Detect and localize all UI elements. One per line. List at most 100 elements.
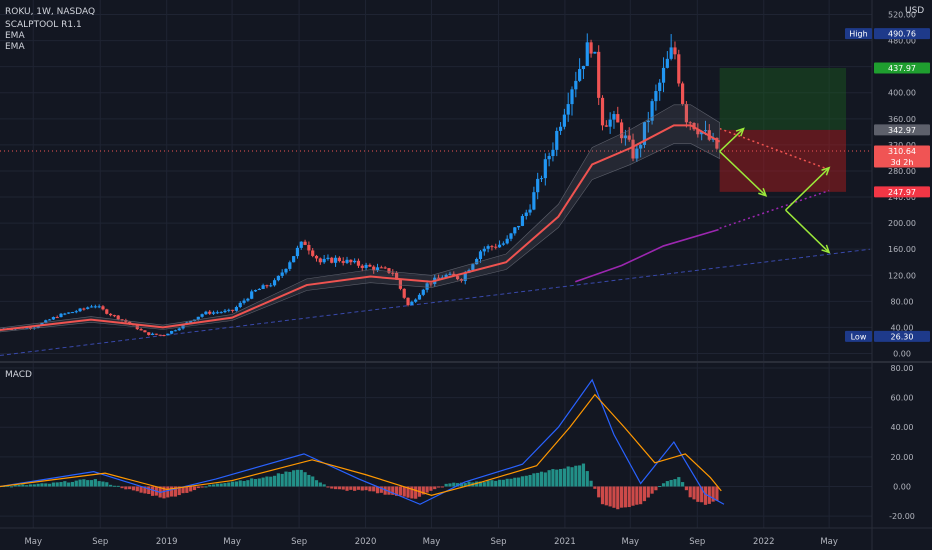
candle-body (246, 298, 250, 301)
time-tick-label: 2022 (753, 537, 775, 547)
macd-histogram-bar (650, 486, 654, 494)
macd-histogram-bar (246, 480, 250, 487)
macd-line (0, 378, 725, 505)
candle-body (665, 58, 669, 68)
macd-histogram-bar (330, 486, 334, 489)
macd-histogram-bar (436, 486, 441, 488)
candle-body (253, 290, 258, 292)
candle-body (368, 264, 372, 267)
macd-histogram-bar (604, 486, 608, 506)
macd-histogram-bar (688, 486, 692, 498)
macd-histogram-bar (67, 482, 71, 487)
macd-histogram-bar (276, 473, 280, 487)
macd-histogram-bar (208, 484, 212, 487)
arrow-shaft (719, 128, 745, 152)
candle-body (616, 114, 620, 123)
macd-histogram-bar (696, 486, 700, 502)
candle-body (360, 265, 364, 268)
macd-histogram-bar (70, 481, 75, 487)
time-axis[interactable]: May Sep 2019 May Sep 2020 May Sep 2021 May Sep 2022… (24, 537, 837, 547)
macd-histogram-bar (715, 486, 719, 501)
macd-histogram-bar (547, 470, 551, 487)
macd-histogram-bar (482, 482, 486, 487)
macd-histogram-bar (581, 463, 586, 487)
candle-body (696, 129, 700, 135)
price-tick-label: 480.00 (888, 37, 916, 46)
time-tick-label: May (24, 537, 42, 547)
macd-histogram-bar (562, 468, 566, 487)
macd-histogram-bar (391, 486, 395, 495)
time-tick-label: Sep (490, 537, 506, 547)
price-badge-label: High (849, 30, 867, 39)
candle-body (93, 306, 97, 308)
macd-histogram-bar (536, 472, 540, 487)
indicator-label-scalptool[interactable]: SCALPTOOL R1.1 (5, 20, 82, 30)
candle-body (70, 312, 75, 314)
position-zones (0, 67, 872, 192)
macd-histogram-bar (528, 474, 532, 487)
price-tick-label: 40.00 (891, 323, 914, 332)
candle-body (524, 212, 528, 217)
macd-histogram-bar (707, 486, 711, 504)
macd-histogram-bar (505, 478, 509, 487)
candle-body (520, 216, 525, 226)
trend-lines (0, 127, 871, 356)
macd-histogram-bar (196, 486, 200, 489)
macd-histogram-bar (513, 477, 517, 487)
candle-body (170, 330, 174, 334)
candle-body (101, 306, 105, 310)
candle-body (139, 329, 143, 331)
macd-histogram-bar (665, 481, 669, 487)
price-tick-label: 120.00 (888, 271, 916, 280)
candle-body (619, 122, 624, 139)
price-badge-value: 26.30 (891, 332, 914, 341)
candle-body (219, 312, 223, 314)
candle-body (337, 257, 341, 262)
indicator-label-ema-1[interactable]: EMA (5, 31, 25, 41)
time-tick-label: Sep (291, 537, 307, 547)
projection-arrows (719, 127, 831, 254)
arrow-head (821, 166, 831, 176)
price-badge-value: 490.76 (888, 30, 916, 39)
macd-histogram-bar (456, 483, 460, 487)
macd-histogram-bar (51, 482, 55, 487)
candle-body (715, 137, 719, 149)
macd-histogram-bar (383, 486, 387, 495)
candle-body (318, 258, 322, 263)
macd-histogram-bar (551, 469, 555, 487)
candle-body (410, 301, 414, 306)
indicator-label-ema-2[interactable]: EMA (5, 42, 25, 52)
macd-histogram-bar (459, 482, 464, 487)
macd-histogram-bar (421, 486, 425, 495)
candle-body (654, 91, 658, 102)
candle-body (97, 306, 101, 308)
symbol-title[interactable]: ROKU, 1W, NASDAQ (5, 7, 95, 17)
candle-body (234, 307, 239, 311)
candle-body (356, 260, 361, 266)
price-badge-tag (845, 28, 872, 40)
macd-histogram-bar (619, 486, 624, 508)
macd-histogram-bar (410, 486, 414, 499)
candle-body (562, 114, 566, 127)
macd-histogram-bar (658, 486, 662, 488)
macd-title[interactable]: MACD (5, 370, 32, 380)
support-trend-line (0, 248, 871, 356)
candle-body (597, 51, 601, 98)
candle-body (688, 122, 692, 124)
candle-body (227, 309, 231, 311)
price-badge (874, 28, 930, 40)
candle-body (78, 308, 82, 312)
candle-body (211, 312, 216, 314)
candle-body (684, 103, 689, 123)
macd-histogram-bar (185, 486, 189, 493)
macd-histogram-bar (74, 480, 78, 487)
macd-histogram-bar (379, 486, 383, 493)
macd-histogram-bar (478, 481, 483, 487)
candle-body (238, 302, 242, 308)
candle-body (402, 288, 406, 298)
candle-body (650, 101, 654, 121)
candle-body (47, 319, 52, 321)
ema-lines (0, 104, 721, 333)
